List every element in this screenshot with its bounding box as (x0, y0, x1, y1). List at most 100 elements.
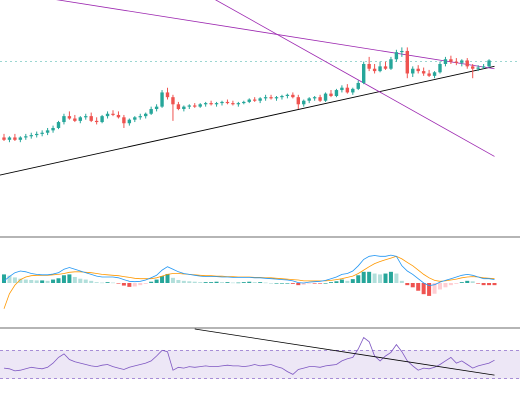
candle-body (454, 61, 459, 63)
macd-histogram-bar (323, 283, 328, 284)
macd-histogram-bar (438, 283, 442, 290)
macd-histogram-bar (72, 276, 77, 283)
candle-body (198, 104, 202, 107)
macd-histogram-bar (100, 282, 105, 284)
macd-histogram-bar (12, 277, 17, 283)
macd-histogram-bar (83, 279, 88, 283)
macd-histogram-bar (334, 281, 339, 283)
macd-histogram-bar (405, 283, 410, 286)
candle-body (242, 101, 246, 104)
candle-body (149, 109, 153, 114)
candle-body (334, 90, 339, 96)
macd-histogram-bar (492, 283, 497, 286)
candle-body (487, 60, 491, 67)
rsi-pane (0, 328, 520, 380)
candle-body (296, 97, 300, 105)
candle-body (18, 137, 23, 140)
candle-body (45, 130, 50, 133)
macd-histogram-bar (40, 280, 45, 283)
candle-body (356, 82, 360, 89)
candle-body (438, 63, 442, 73)
macd-histogram-bar (78, 278, 83, 283)
candle-body (367, 63, 371, 69)
macd-histogram-bar (481, 283, 486, 286)
macd-histogram-bar (258, 282, 263, 283)
candle-body (84, 116, 88, 118)
macd-histogram-bar (241, 282, 246, 283)
macd-histogram-bar (23, 279, 28, 283)
macd-histogram-bar (230, 282, 235, 284)
macd-histogram-bar (448, 283, 453, 286)
candle-body (203, 103, 208, 105)
candle-body (144, 113, 148, 117)
candle-body (29, 135, 33, 137)
candle-body (432, 72, 437, 76)
candle-body (116, 114, 121, 118)
candle-body (171, 97, 175, 105)
macd-histogram-bar (111, 282, 115, 284)
candle-body (236, 103, 241, 105)
macd-histogram-bar (61, 275, 66, 283)
candle-body (209, 103, 213, 105)
candle-body (40, 132, 44, 134)
rsi-band (0, 350, 520, 379)
macd-histogram-bar (181, 280, 186, 283)
lower-channel-trendline (215, 0, 495, 157)
candle-body (471, 66, 475, 69)
macd-histogram-bar (149, 281, 154, 283)
candle-body (411, 68, 415, 74)
macd-histogram-bar (220, 282, 224, 283)
candle-body (62, 116, 66, 123)
upper-channel-trendline (56, 0, 495, 70)
candle-body (220, 101, 224, 104)
macd-histogram-bar (388, 271, 393, 283)
candle-body (274, 97, 279, 99)
macd-histogram-bar (274, 283, 279, 284)
candle-body (421, 71, 426, 74)
macd-histogram-bar (470, 281, 475, 283)
candle-body (302, 100, 306, 105)
candle-body (187, 105, 191, 107)
macd-histogram-bar (285, 283, 290, 284)
macd-histogram-bar (279, 283, 284, 284)
candle-body (476, 67, 480, 69)
macd-histogram-bar (454, 283, 459, 284)
macd-histogram-bar (350, 279, 355, 283)
macd-histogram-bar (154, 279, 159, 283)
macd-histogram-bar (209, 282, 214, 283)
macd-histogram-bar (329, 282, 333, 283)
candle-body (13, 137, 17, 140)
candle-body (73, 118, 77, 121)
candle-body (225, 101, 230, 104)
macd-histogram-bar (356, 275, 361, 283)
candle-body (182, 106, 186, 110)
macd-histogram-bar (192, 281, 197, 283)
candle-body (160, 92, 164, 107)
candle-body (312, 97, 317, 99)
candle-body (133, 117, 137, 120)
candle-body (449, 59, 453, 62)
macd-histogram-bar (367, 271, 372, 283)
candle-body (291, 94, 295, 98)
candle-body (389, 59, 393, 69)
macd-histogram-bar (443, 283, 448, 288)
rsi-trendline (194, 328, 495, 376)
macd-histogram-bar (416, 283, 421, 291)
candle-body (111, 113, 115, 115)
macd-histogram-bar (263, 282, 268, 284)
candle-body (318, 97, 322, 101)
candle-body (443, 59, 448, 64)
candle-body (193, 105, 197, 107)
candle-body (378, 66, 382, 72)
macd-histogram-bar (307, 283, 312, 284)
macd-histogram-bar (427, 283, 432, 296)
macd-histogram-bar (105, 282, 110, 283)
macd-pane (2, 254, 497, 309)
macd-histogram-bar (121, 283, 126, 286)
macd-histogram-bar (187, 281, 192, 283)
candle-body (269, 97, 273, 99)
macd-histogram-bar (56, 278, 61, 283)
candle-body (105, 113, 110, 117)
macd-histogram-bar (18, 278, 23, 283)
